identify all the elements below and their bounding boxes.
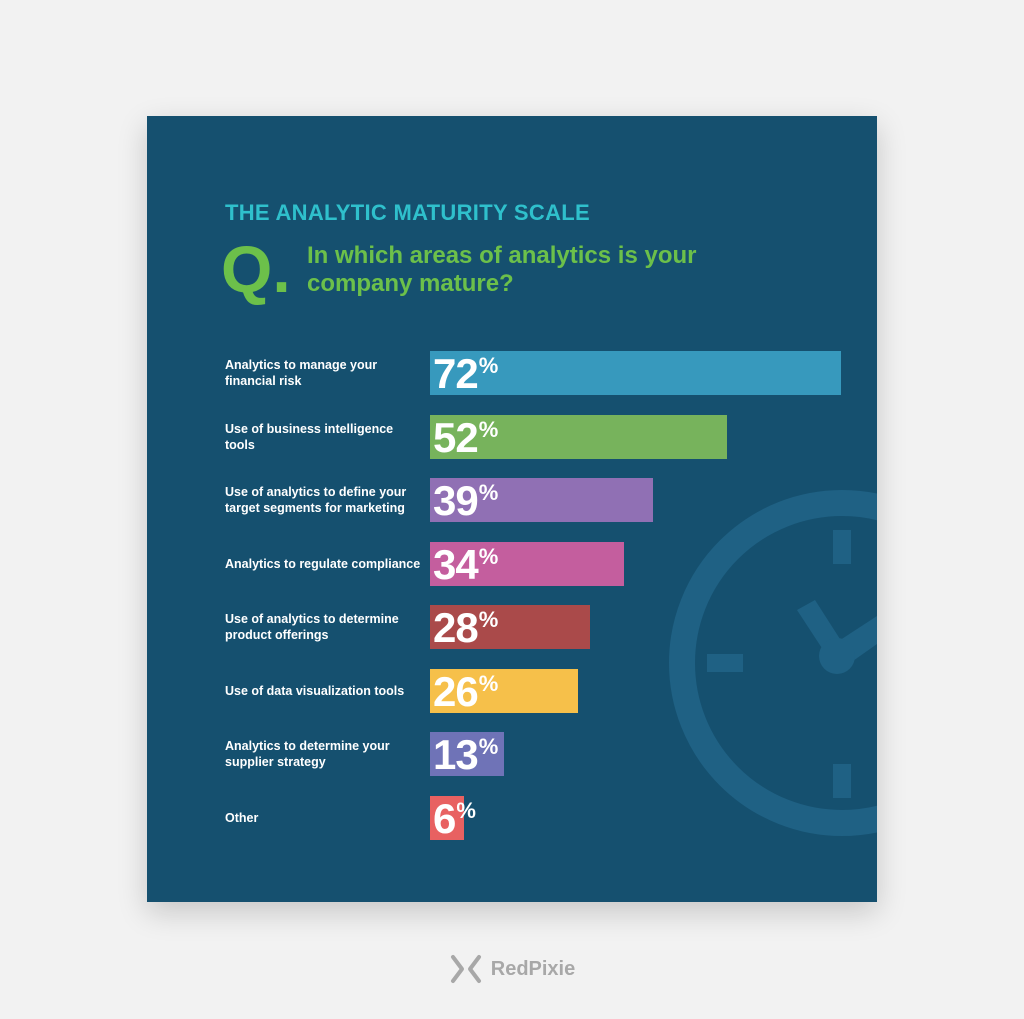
- bar-value-suffix: %: [478, 670, 499, 696]
- bar-value-label: 6%: [433, 794, 476, 842]
- bar-category-label: Analytics to regulate compliance: [225, 556, 421, 571]
- bar-value-number: 13: [433, 731, 479, 778]
- bar-category-label: Analytics to manage your financial risk: [225, 358, 378, 388]
- brand-name: RedPixie: [490, 957, 576, 980]
- bar: 39%: [430, 477, 653, 524]
- bar: 72%: [430, 350, 841, 397]
- bar-value-label: 28%: [433, 604, 499, 651]
- bar-category-label: Use of data visualization tools: [225, 683, 405, 698]
- bar-category-label: Use of analytics to determine product of…: [225, 612, 399, 642]
- bar-value-label: 52%: [433, 413, 499, 461]
- bar-value-number: 52: [433, 413, 479, 461]
- bar: 52%: [430, 413, 727, 461]
- bar-value-suffix: %: [478, 416, 499, 442]
- bar-value-number: 39: [433, 477, 479, 524]
- redpixie-logo-icon: [450, 955, 481, 983]
- bar: 28%: [430, 604, 590, 651]
- bar-value-label: 72%: [433, 350, 499, 397]
- footer-brand: RedPixie: [0, 954, 1024, 990]
- bar-chart: Analytics to manage your financial risk 7…: [147, 116, 877, 902]
- question-q-mark: Q.: [221, 232, 291, 306]
- bar-value-suffix: %: [478, 480, 499, 505]
- bar-value-number: 6: [433, 794, 456, 842]
- clock-icon: [669, 490, 877, 836]
- bar-value-suffix: %: [478, 734, 499, 759]
- bar-category-label: Analytics to determine your supplier str…: [225, 739, 390, 769]
- bar-value-number: 72: [433, 350, 479, 397]
- bar-value-label: 39%: [433, 477, 499, 524]
- bar-value-suffix: %: [478, 543, 499, 569]
- bar: 6%: [430, 795, 476, 841]
- bar-value-number: 34: [433, 540, 479, 588]
- bar-category-label: Use of business intelligence tools: [225, 421, 394, 452]
- bar: 13%: [430, 731, 505, 778]
- bar-value-number: 26: [433, 667, 479, 715]
- infographic-card: THE ANALYTIC MATURITY SCALE Q. In which …: [147, 116, 877, 902]
- bar-category-label: Use of analytics to define your target s…: [225, 485, 407, 515]
- bar-value-label: 13%: [433, 731, 499, 778]
- bar-value-label: 26%: [433, 667, 499, 715]
- infographic-heading: THE ANALYTIC MATURITY SCALE: [225, 200, 590, 225]
- bar: 34%: [430, 540, 625, 588]
- bar-value-suffix: %: [478, 607, 499, 632]
- question-text: In which areas of analytics is your comp…: [307, 242, 697, 297]
- bar-category-label: Other: [225, 810, 259, 825]
- bar-value-suffix: %: [456, 797, 476, 823]
- bar: 26%: [430, 667, 579, 715]
- bar-value-number: 28: [433, 604, 479, 651]
- bar-value-label: 34%: [433, 540, 499, 588]
- bar-value-suffix: %: [478, 353, 499, 378]
